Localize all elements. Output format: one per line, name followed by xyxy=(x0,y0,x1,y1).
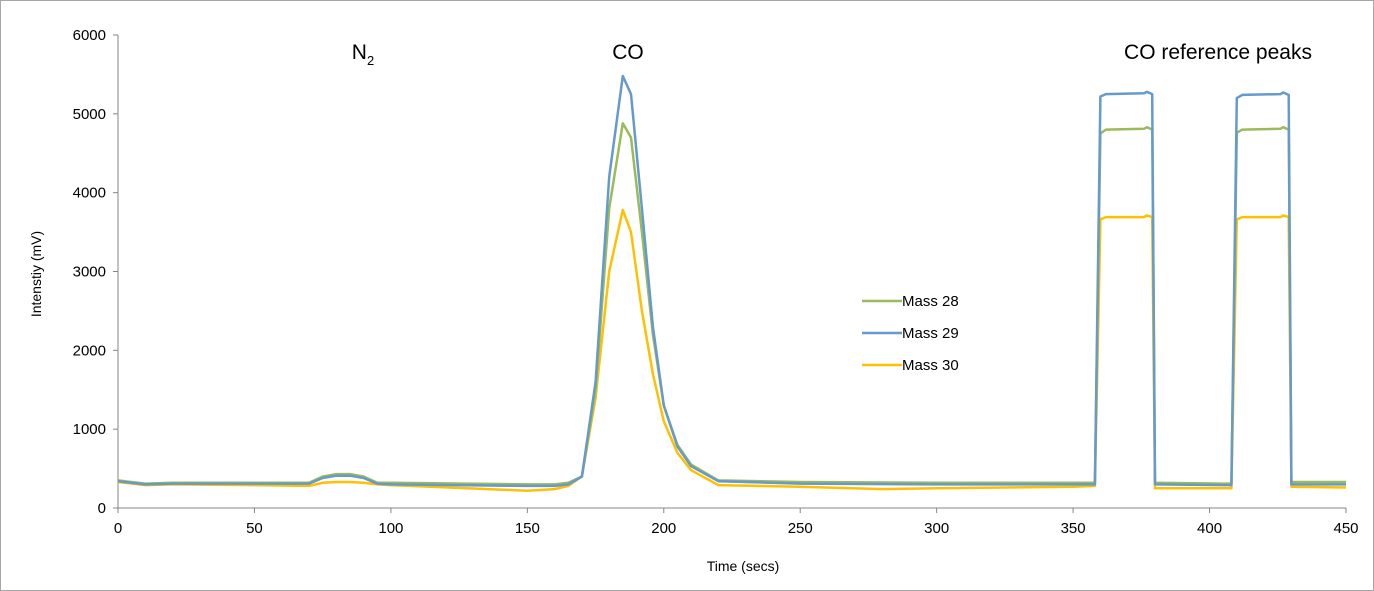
series-lines xyxy=(117,74,1347,492)
x-axis-title: Time (secs) xyxy=(707,558,780,574)
annotation-co-reference-peaks: CO reference peaks xyxy=(1124,41,1312,64)
x-tick-label: 50 xyxy=(246,520,263,537)
y-tick-label: 6000 xyxy=(73,27,106,44)
x-tick-label: 450 xyxy=(1333,520,1358,537)
legend-label: Mass 30 xyxy=(902,357,959,374)
series-line-mass-29 xyxy=(117,74,1346,488)
x-tick-label: 250 xyxy=(788,520,813,537)
legend-label: Mass 29 xyxy=(902,325,959,342)
y-tick-label: 2000 xyxy=(73,342,106,359)
annotation-n2-subscript: 2 xyxy=(367,53,374,68)
annotation-n2: N2 xyxy=(352,41,374,68)
x-tick-label: 0 xyxy=(114,520,122,537)
y-tick-label: 5000 xyxy=(73,106,106,123)
x-tick-label: 300 xyxy=(924,520,949,537)
legend: Mass 28 Mass 29 Mass 30 xyxy=(862,293,959,374)
x-tick-label: 400 xyxy=(1197,520,1222,537)
y-ticks: 0 1000 2000 3000 4000 5000 6000 xyxy=(73,27,118,517)
x-ticks: 0 50 100 150 200 250 300 350 400 450 xyxy=(114,508,1359,537)
y-tick-label: 1000 xyxy=(73,421,106,438)
series-line-mass-30 xyxy=(117,208,1347,492)
annotation-n2-text: N xyxy=(352,41,367,64)
x-tick-label: 150 xyxy=(515,520,540,537)
x-tick-label: 100 xyxy=(378,520,403,537)
annotation-co: CO xyxy=(612,41,644,64)
axes xyxy=(117,35,1346,509)
y-tick-label: 4000 xyxy=(73,185,106,202)
series-line-mass-28 xyxy=(117,122,1346,486)
y-tick-label: 0 xyxy=(98,500,106,517)
legend-label: Mass 28 xyxy=(902,293,959,310)
x-tick-label: 200 xyxy=(651,520,676,537)
y-axis-title: Intenstiy (mV) xyxy=(28,231,44,317)
x-tick-label: 350 xyxy=(1061,520,1086,537)
y-tick-label: 3000 xyxy=(73,264,106,281)
